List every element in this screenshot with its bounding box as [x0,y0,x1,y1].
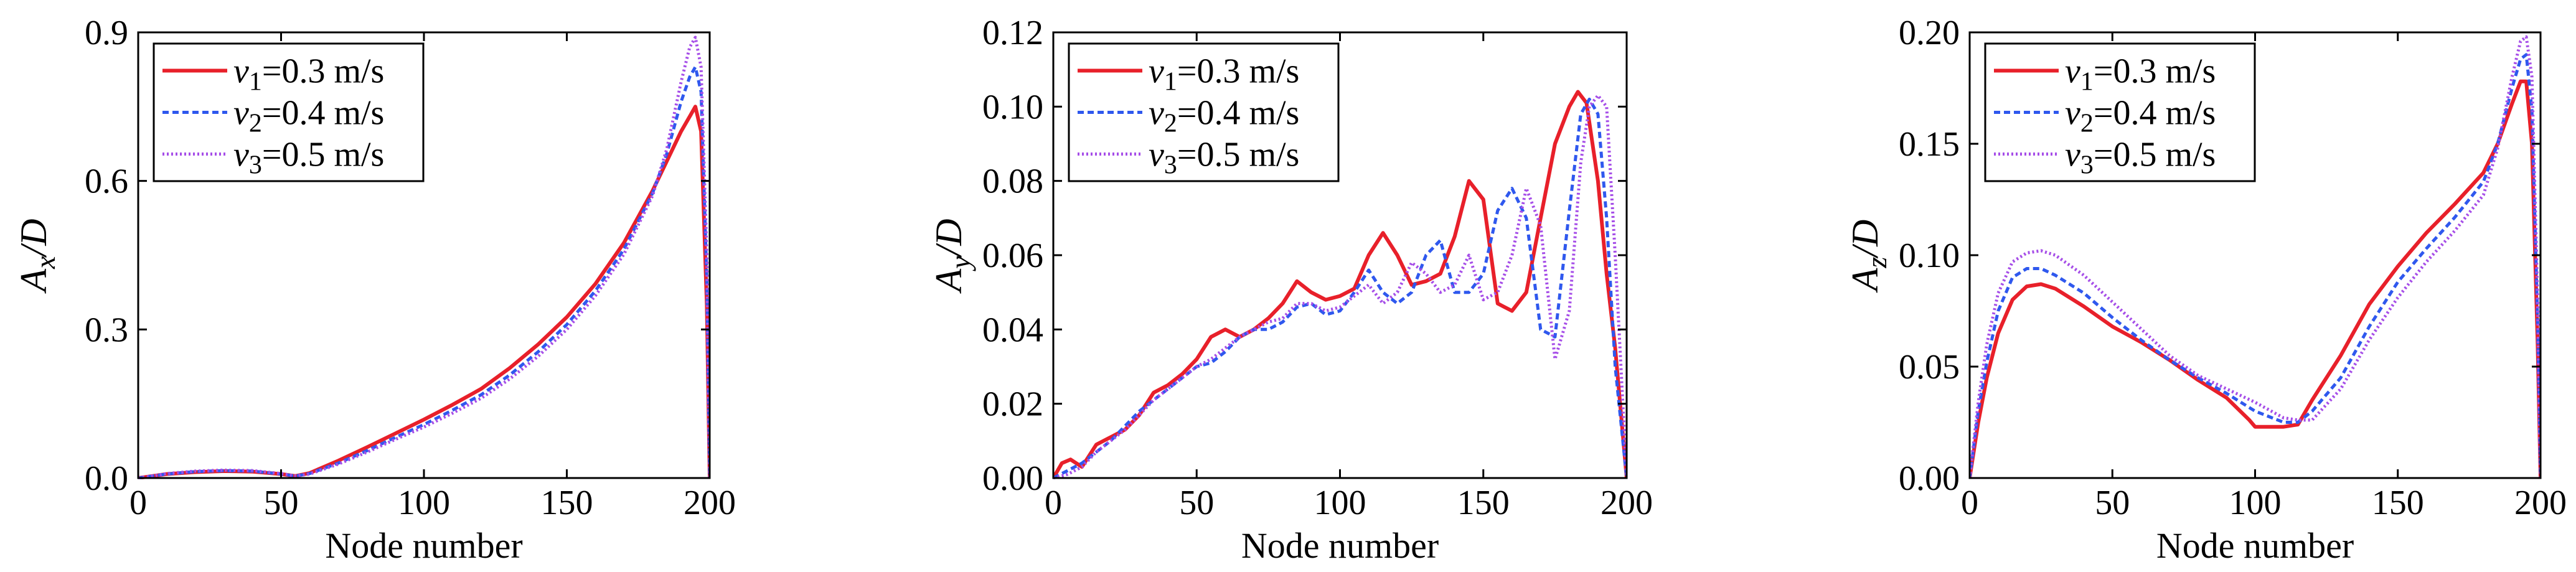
x-axis-label: Node number [2156,525,2354,566]
y-tick-label: 0.6 [85,162,128,201]
x-tick-label: 150 [2372,484,2424,522]
y-tick-label: 0.02 [982,385,1043,424]
x-tick-label: 100 [398,484,450,522]
x-tick-label: 200 [684,484,736,522]
y-tick-label: 0.9 [85,14,128,52]
series-line-v2 [1970,53,2541,479]
x-tick-label: 100 [1314,484,1366,522]
x-axis-label: Node number [1241,525,1439,566]
legend-label-v2: v2=0.4 m/s [1149,94,1299,138]
x-tick-label: 50 [264,484,299,522]
series-line-v3 [138,35,710,479]
x-tick-label: 0 [1961,484,1978,522]
legend: v1=0.3 m/sv2=0.4 m/sv3=0.5 m/s [1984,42,2256,182]
series-line-v3 [1970,35,2541,479]
y-tick-label: 0.04 [982,311,1043,349]
x-tick-label: 150 [1457,484,1510,522]
y-tick-label: 0.20 [1899,14,1960,52]
x-tick-label: 200 [2514,484,2567,522]
y-tick-label: 0.05 [1899,348,1960,387]
y-tick-label: 0.0 [85,459,128,498]
x-tick-label: 150 [541,484,593,522]
legend: v1=0.3 m/sv2=0.4 m/sv3=0.5 m/s [153,42,425,182]
x-tick-label: 200 [1601,484,1653,522]
legend-label-v2: v2=0.4 m/s [2065,94,2216,138]
x-tick-label: 0 [129,484,147,522]
y-axis-label: Ax/D [13,218,61,294]
y-tick-label: 0.3 [85,311,128,349]
x-tick-label: 50 [2095,484,2130,522]
y-tick-label: 0.06 [982,237,1043,275]
legend-label-v3: v3=0.5 m/s [233,136,384,180]
y-tick-label: 0.00 [982,459,1043,498]
legend-label-v1: v1=0.3 m/s [2065,52,2216,96]
series-line-v3 [1053,93,1627,479]
y-axis-label: Az/D [1845,220,1892,294]
legend-label-v2: v2=0.4 m/s [233,94,384,138]
y-tick-label: 0.08 [982,162,1043,201]
chart-panel-left: 0 50 100 150 200 0.0 0.3 0.6 0.9 Node number Ax/D v… [13,14,736,566]
legend-label-v1: v1=0.3 m/s [233,52,384,96]
series-line-v2 [1053,97,1627,479]
y-tick-label: 0.12 [982,14,1043,52]
series-line-v1 [1970,79,2541,479]
legend-label-v1: v1=0.3 m/s [1149,52,1299,96]
x-tick-label: 100 [2229,484,2282,522]
legend-box [153,42,425,182]
y-axis-label: Ay/D [928,218,976,294]
x-tick-label: 0 [1045,484,1062,522]
y-tick-label: 0.15 [1899,125,1960,164]
x-tick-label: 50 [1179,484,1214,522]
y-tick-label: 0.10 [982,88,1043,126]
y-tick-label: 0.10 [1899,237,1960,275]
legend-box [1984,42,2256,182]
x-axis-label: Node number [325,525,522,566]
y-tick-label: 0.00 [1899,459,1960,498]
chart-panel-middle: 0 50 100 150 200 0.00 0.02 0.04 0.06 0.08 0.10 0.12… [928,14,1653,566]
legend-box [1068,42,1340,182]
legend: v1=0.3 m/sv2=0.4 m/sv3=0.5 m/s [1068,42,1340,182]
legend-label-v3: v3=0.5 m/s [1149,136,1299,180]
chart-panel-right: 0 50 100 150 200 0.00 0.05 0.10 0.15 0.20 Node num… [1845,14,2567,566]
legend-label-v3: v3=0.5 m/s [2065,136,2216,180]
